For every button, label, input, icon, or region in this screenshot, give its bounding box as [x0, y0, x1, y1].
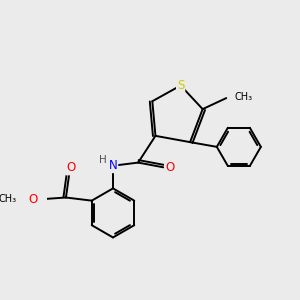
Text: H: H: [99, 155, 107, 165]
Text: CH₃: CH₃: [234, 92, 252, 101]
Text: O: O: [165, 161, 174, 174]
Text: O: O: [28, 193, 38, 206]
Text: O: O: [66, 161, 75, 174]
Text: N: N: [109, 159, 117, 172]
Text: S: S: [177, 79, 184, 92]
Text: CH₃: CH₃: [0, 194, 16, 204]
